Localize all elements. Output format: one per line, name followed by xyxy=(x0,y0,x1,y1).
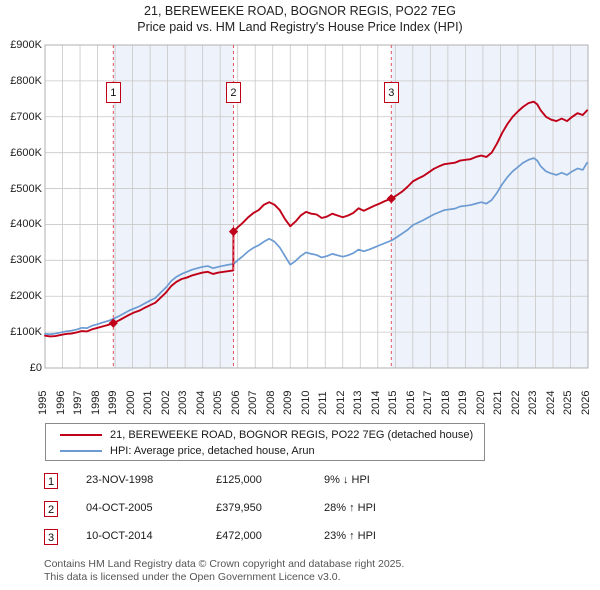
sale-price: £125,000 xyxy=(216,474,262,486)
x-axis-tick-label: 2025 xyxy=(562,390,575,415)
plot-border xyxy=(44,44,589,369)
legend-swatch-property xyxy=(60,434,102,436)
y-axis-tick-label: £500K xyxy=(10,182,42,195)
x-axis-tick-label: 2012 xyxy=(334,390,347,415)
y-axis-tick-label: £400K xyxy=(10,218,42,231)
copyright-footer: Contains HM Land Registry data © Crown c… xyxy=(44,558,584,583)
legend-item-property: 21, BEREWEEKE ROAD, BOGNOR REGIS, PO22 7… xyxy=(52,427,478,443)
ownership-span xyxy=(391,45,588,368)
x-axis-tick-label: 1998 xyxy=(89,390,102,415)
table-row: 3 10-OCT-2014 £472,000 23% ↑ HPI xyxy=(44,528,524,556)
table-row: 1 23-NOV-1998 £125,000 9% ↓ HPI xyxy=(44,472,524,500)
sale-marker-number: 3 xyxy=(44,529,58,545)
x-axis-tick-label: 2001 xyxy=(142,390,155,415)
x-axis-tick-label: 2014 xyxy=(369,390,382,415)
sale-marker-badge: 2 xyxy=(225,82,241,103)
sale-marker-point xyxy=(108,318,118,328)
legend-label-property: 21, BEREWEEKE ROAD, BOGNOR REGIS, PO22 7… xyxy=(110,429,474,441)
x-axis-tick-label: 1996 xyxy=(54,390,67,415)
chart-title-line1: 21, BEREWEEKE ROAD, BOGNOR REGIS, PO22 7… xyxy=(144,4,456,18)
y-axis-tick-label: £0 xyxy=(29,362,42,374)
sales-table: 1 23-NOV-1998 £125,000 9% ↓ HPI 2 04-OCT… xyxy=(44,472,524,556)
y-axis-tick-label: £300K xyxy=(10,254,42,267)
page-title: 21, BEREWEEKE ROAD, BOGNOR REGIS, PO22 7… xyxy=(0,3,600,35)
sale-marker-number: 2 xyxy=(44,501,58,517)
x-axis-tick-label: 2022 xyxy=(509,390,522,415)
sale-marker-badge: 1 xyxy=(105,82,121,103)
x-axis-tick-label: 2003 xyxy=(177,390,190,415)
footer-line2: This data is licensed under the Open Gov… xyxy=(44,570,341,583)
y-axis-tick-label: £200K xyxy=(10,290,42,303)
sale-hpi-delta: 28% ↑ HPI xyxy=(324,502,376,514)
x-axis-tick-label: 2016 xyxy=(404,390,417,415)
chart-svg xyxy=(44,44,589,369)
footer-line1: Contains HM Land Registry data © Crown c… xyxy=(44,558,405,570)
sale-date: 23-NOV-1998 xyxy=(86,474,154,486)
x-axis-tick-label: 2023 xyxy=(527,390,540,415)
sale-marker-badge: 3 xyxy=(383,82,399,103)
x-axis-tick-label: 2011 xyxy=(317,391,330,415)
sale-marker-number: 1 xyxy=(44,473,58,489)
x-axis-tick-label: 1995 xyxy=(37,390,49,415)
x-axis: 1995 1996 1997 1998 1999 2000 2001 2002 2003 2004… xyxy=(0,373,600,415)
x-axis-tick-label: 2017 xyxy=(422,390,435,415)
sale-date: 10-OCT-2014 xyxy=(86,530,153,542)
sale-marker-point xyxy=(386,194,396,204)
series-line-property xyxy=(44,100,589,338)
sale-price: £472,000 xyxy=(216,530,262,542)
sale-price: £379,950 xyxy=(216,502,262,514)
y-axis-tick-label: £600K xyxy=(10,146,42,159)
x-axis-tick-label: 2010 xyxy=(299,390,312,415)
chart-title-line2: Price paid vs. HM Land Registry's House … xyxy=(137,20,463,34)
legend-label-hpi: HPI: Average price, detached house, Arun xyxy=(110,445,315,457)
ownership-span xyxy=(113,45,234,368)
x-axis-tick-label: 2019 xyxy=(457,390,470,415)
y-axis-tick-label: £700K xyxy=(10,110,42,123)
series-line-hpi xyxy=(44,157,588,336)
price-history-chart xyxy=(0,40,600,375)
sale-hpi-delta: 9% ↓ HPI xyxy=(324,474,370,486)
sale-date: 04-OCT-2005 xyxy=(86,502,153,514)
x-axis-tick-label: 2000 xyxy=(124,390,137,415)
x-axis-tick-label: 2013 xyxy=(352,390,365,415)
x-axis-tick-label: 2024 xyxy=(544,390,557,415)
sale-hpi-delta: 23% ↑ HPI xyxy=(324,530,376,542)
x-axis-tick-label: 2026 xyxy=(580,390,592,415)
x-axis-tick-label: 2021 xyxy=(492,390,505,415)
legend-swatch-hpi xyxy=(60,450,102,452)
x-axis-tick-label: 2005 xyxy=(212,390,225,415)
sale-marker-point xyxy=(228,227,239,237)
table-row: 2 04-OCT-2005 £379,950 28% ↑ HPI xyxy=(44,500,524,528)
y-axis-tick-label: £100K xyxy=(10,326,42,339)
x-axis-tick-label: 2009 xyxy=(282,390,295,415)
x-axis-tick-label: 2008 xyxy=(264,390,277,415)
y-axis-tick-label: £900K xyxy=(10,39,42,51)
legend-item-hpi: HPI: Average price, detached house, Arun xyxy=(52,443,478,459)
chart-legend: 21, BEREWEEKE ROAD, BOGNOR REGIS, PO22 7… xyxy=(45,423,485,461)
x-axis-tick-label: 2002 xyxy=(159,390,172,415)
x-axis-tick-label: 2018 xyxy=(439,390,452,415)
x-axis-tick-label: 2006 xyxy=(229,390,242,415)
x-axis-tick-label: 2007 xyxy=(247,390,260,415)
y-axis-tick-label: £800K xyxy=(10,74,42,87)
x-axis-tick-label: 2020 xyxy=(474,390,487,415)
x-axis-tick-label: 1999 xyxy=(107,390,120,415)
x-axis-tick-label: 1997 xyxy=(72,390,85,415)
x-axis-tick-label: 2015 xyxy=(387,390,400,415)
x-axis-tick-label: 2004 xyxy=(194,390,207,415)
